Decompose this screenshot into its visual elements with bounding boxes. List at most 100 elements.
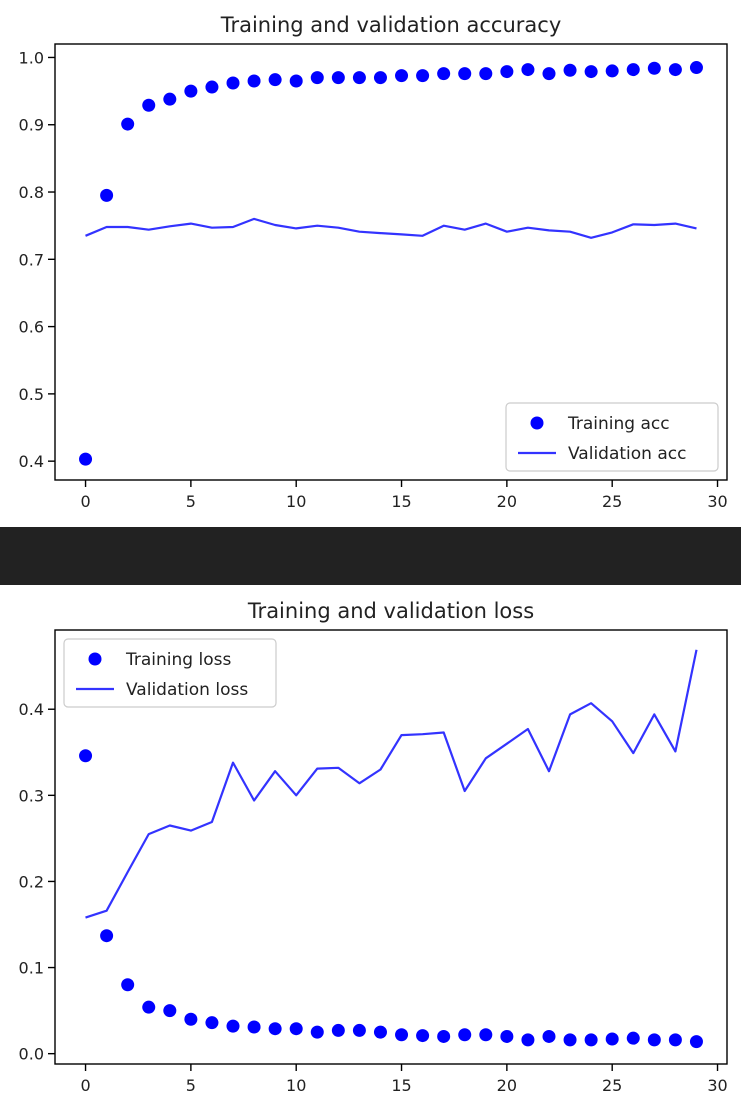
loss-training-point bbox=[184, 1012, 198, 1026]
accuracy-training-point bbox=[205, 80, 219, 94]
loss-x-tick-label: 0 bbox=[80, 1076, 90, 1095]
loss-training-point bbox=[163, 1004, 177, 1018]
loss-training-point bbox=[79, 749, 93, 763]
accuracy-y-tick-label: 0.8 bbox=[19, 183, 44, 202]
accuracy-y-tick-label: 0.4 bbox=[19, 452, 44, 471]
loss-legend-label: Validation loss bbox=[126, 680, 248, 700]
cell-divider bbox=[0, 527, 741, 585]
loss-training-point bbox=[352, 1023, 366, 1037]
loss-x-tick-label: 5 bbox=[186, 1076, 196, 1095]
loss-x-tick-label: 30 bbox=[707, 1076, 727, 1095]
accuracy-axes-frame bbox=[54, 43, 728, 481]
loss-x-tick-label: 20 bbox=[497, 1076, 517, 1095]
accuracy-training-point bbox=[521, 63, 535, 77]
accuracy-training-point bbox=[184, 84, 198, 98]
accuracy-training-point bbox=[542, 67, 556, 81]
loss-x-tick-label: 25 bbox=[602, 1076, 622, 1095]
accuracy-training-point bbox=[310, 71, 324, 85]
accuracy-training-point bbox=[289, 74, 303, 88]
loss-training-point bbox=[395, 1028, 409, 1042]
loss-training-point bbox=[458, 1028, 472, 1042]
loss-x-tick-label: 15 bbox=[391, 1076, 411, 1095]
loss-training-point bbox=[373, 1025, 387, 1039]
loss-training-point bbox=[521, 1033, 535, 1047]
accuracy-training-point bbox=[79, 452, 93, 466]
loss-x-tick-label: 10 bbox=[286, 1076, 306, 1095]
accuracy-training-point bbox=[563, 63, 577, 77]
loss-training-point bbox=[584, 1033, 598, 1047]
loss-chart-title: Training and validation loss bbox=[247, 599, 534, 623]
accuracy-legend-label: Validation acc bbox=[568, 444, 686, 464]
loss-training-point bbox=[268, 1022, 282, 1036]
accuracy-y-tick-label: 0.6 bbox=[19, 318, 44, 337]
accuracy-training-point bbox=[331, 71, 345, 85]
loss-legend-dot-swatch bbox=[88, 652, 102, 666]
loss-training-point bbox=[479, 1028, 493, 1042]
loss-training-point bbox=[605, 1032, 619, 1046]
loss-training-point bbox=[289, 1022, 303, 1036]
accuracy-training-point bbox=[647, 61, 661, 75]
accuracy-training-point bbox=[416, 69, 430, 83]
loss-training-point bbox=[563, 1033, 577, 1047]
accuracy-training-point bbox=[626, 63, 640, 77]
loss-training-point bbox=[626, 1031, 640, 1045]
accuracy-legend-label: Training acc bbox=[567, 414, 670, 434]
loss-y-tick-label: 0.1 bbox=[19, 959, 44, 978]
accuracy-training-point bbox=[479, 67, 493, 81]
loss-training-point bbox=[689, 1035, 703, 1049]
loss-training-point bbox=[310, 1025, 324, 1039]
loss-legend-label: Training loss bbox=[125, 650, 231, 670]
accuracy-training-point bbox=[373, 71, 387, 85]
accuracy-legend-box bbox=[505, 402, 719, 472]
accuracy-y-tick-label: 0.7 bbox=[19, 250, 44, 269]
loss-chart: Training and validation loss 0 5 10 15 20 25 30… bbox=[19, 599, 728, 1095]
accuracy-training-point bbox=[500, 65, 514, 79]
loss-y-tick-label: 0.0 bbox=[19, 1045, 44, 1064]
accuracy-x-tick-label: 5 bbox=[186, 492, 196, 511]
accuracy-chart-title: Training and validation accuracy bbox=[220, 13, 562, 37]
loss-chart-panel: Training and validation loss 0 5 10 15 20 25 30… bbox=[0, 585, 741, 1110]
accuracy-x-tick-label: 15 bbox=[391, 492, 411, 511]
accuracy-y-tick-label: 1.0 bbox=[19, 48, 44, 67]
accuracy-training-point bbox=[100, 188, 114, 202]
accuracy-x-tick-label: 10 bbox=[286, 492, 306, 511]
loss-training-point bbox=[121, 978, 135, 992]
loss-legend-box bbox=[63, 638, 277, 708]
loss-training-point bbox=[247, 1020, 261, 1034]
loss-training-point bbox=[437, 1029, 451, 1043]
loss-training-point bbox=[100, 929, 114, 943]
accuracy-training-point bbox=[226, 76, 240, 90]
loss-training-point bbox=[668, 1033, 682, 1047]
loss-training-point bbox=[331, 1023, 345, 1037]
accuracy-y-tick-label: 0.9 bbox=[19, 116, 44, 135]
loss-training-point bbox=[500, 1029, 514, 1043]
accuracy-chart-panel: Training and validation accuracy 0 5 10 15 20… bbox=[0, 0, 741, 527]
loss-training-point bbox=[142, 1000, 156, 1014]
accuracy-x-tick-label: 30 bbox=[707, 492, 727, 511]
accuracy-training-point bbox=[142, 98, 156, 112]
accuracy-training-point bbox=[458, 67, 472, 81]
accuracy-training-point bbox=[352, 71, 366, 85]
accuracy-chart: Training and validation accuracy 0 5 10 15 20… bbox=[19, 13, 728, 511]
loss-y-tick-label: 0.4 bbox=[19, 700, 44, 719]
accuracy-training-point bbox=[668, 63, 682, 77]
loss-axes-frame bbox=[54, 629, 728, 1065]
loss-training-point bbox=[226, 1019, 240, 1033]
accuracy-training-point bbox=[163, 92, 177, 106]
accuracy-training-point bbox=[121, 117, 135, 131]
accuracy-training-point bbox=[395, 69, 409, 83]
loss-training-point bbox=[205, 1016, 219, 1030]
accuracy-training-point bbox=[247, 74, 261, 88]
accuracy-training-point bbox=[605, 64, 619, 78]
loss-validation-line bbox=[85, 649, 698, 919]
accuracy-training-point bbox=[268, 73, 282, 87]
accuracy-y-tick-label: 0.5 bbox=[19, 385, 44, 404]
accuracy-training-point bbox=[689, 61, 703, 75]
accuracy-training-point bbox=[437, 67, 451, 81]
accuracy-validation-line bbox=[85, 217, 697, 239]
loss-y-tick-label: 0.2 bbox=[19, 872, 44, 891]
accuracy-legend-dot-swatch bbox=[530, 416, 544, 430]
loss-y-tick-label: 0.3 bbox=[19, 786, 44, 805]
accuracy-x-tick-label: 0 bbox=[80, 492, 90, 511]
accuracy-x-tick-label: 25 bbox=[602, 492, 622, 511]
